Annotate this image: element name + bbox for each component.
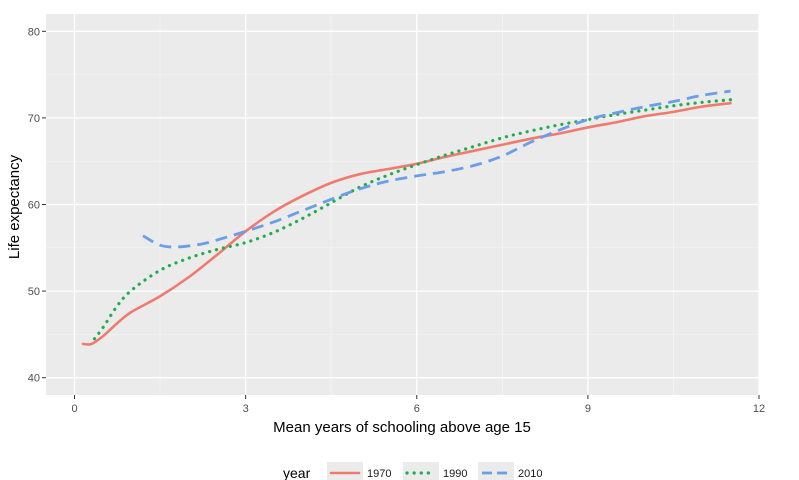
x-tick-label: 9 bbox=[585, 403, 591, 415]
y-tick-label: 60 bbox=[28, 200, 40, 212]
legend-item-2010: 2010 bbox=[478, 462, 542, 480]
y-tick-label: 50 bbox=[28, 286, 40, 298]
x-tick-label: 6 bbox=[414, 403, 420, 415]
legend-item-1970: 1970 bbox=[327, 462, 391, 480]
legend: year 1970 1990 2010 bbox=[283, 462, 542, 480]
x-axis: 0 3 6 9 12 bbox=[71, 395, 765, 415]
series-line-1970 bbox=[81, 101, 732, 346]
y-tick-label: 80 bbox=[28, 26, 40, 38]
x-tick-label: 12 bbox=[753, 403, 765, 415]
legend-label: 2010 bbox=[518, 468, 542, 480]
legend-label: 1990 bbox=[443, 468, 467, 480]
x-tick-label: 3 bbox=[243, 403, 249, 415]
x-axis-title: Mean years of schooling above age 15 bbox=[273, 419, 531, 436]
y-axis-title: Life expectancy bbox=[6, 154, 23, 259]
legend-label: 1970 bbox=[367, 468, 391, 480]
legend-key-bg bbox=[403, 462, 439, 480]
y-tick-label: 40 bbox=[28, 373, 40, 385]
series-line-2010 bbox=[142, 89, 731, 249]
y-tick-label: 70 bbox=[28, 113, 40, 125]
legend-key-bg bbox=[478, 462, 514, 480]
series-line-1990 bbox=[92, 98, 733, 341]
legend-items: 1970 1990 2010 bbox=[327, 462, 542, 480]
grid-major bbox=[46, 14, 760, 395]
legend-title: year bbox=[283, 465, 311, 480]
y-axis: 40 50 60 70 80 bbox=[28, 26, 46, 385]
legend-key-bg bbox=[327, 462, 363, 480]
series-layer bbox=[81, 89, 733, 346]
legend-item-1990: 1990 bbox=[403, 462, 467, 480]
x-tick-label: 0 bbox=[71, 403, 77, 415]
